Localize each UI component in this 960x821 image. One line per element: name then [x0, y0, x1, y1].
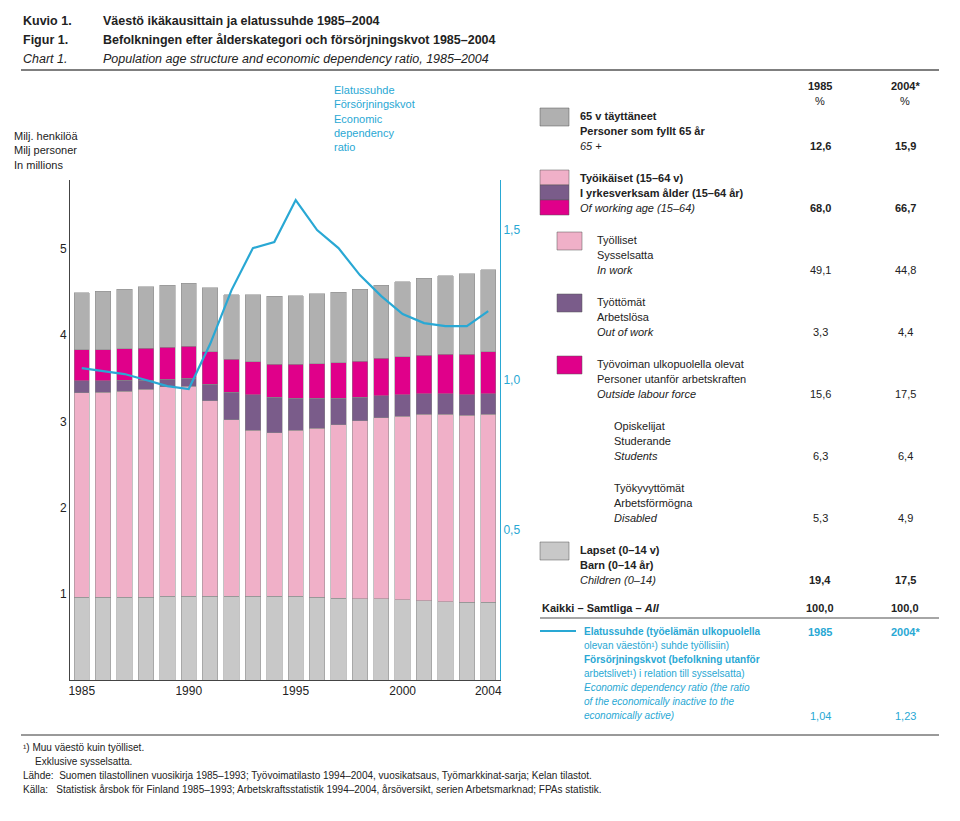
svg-text:Milj. henkilöäMilj personerIn: Milj. henkilöäMilj personerIn millions: [14, 130, 78, 171]
svg-text:Disabled: Disabled: [614, 512, 658, 524]
svg-text:1985: 1985: [808, 626, 832, 638]
svg-text:Studerande: Studerande: [614, 435, 671, 447]
svg-text:arbetslivet¹) i relation till: arbetslivet¹) i relation till sysselsatt…: [584, 668, 745, 679]
svg-text:Kuvio 1.: Kuvio 1.: [23, 14, 72, 28]
svg-text:4,9: 4,9: [898, 512, 913, 524]
svg-text:Källa: Statistisk årsbok för: Källa: Statistisk årsbok för Finland 198…: [23, 784, 601, 795]
svg-text:Exklusive sysselsatta.: Exklusive sysselsatta.: [35, 756, 132, 767]
svg-text:1985: 1985: [68, 684, 95, 698]
svg-text:1,0: 1,0: [503, 373, 520, 387]
svg-text:Työkyvyttömät: Työkyvyttömät: [614, 482, 684, 494]
svg-text:Personer som fyllt 65 år: Personer som fyllt 65 år: [580, 125, 705, 137]
svg-text:Barn (0–14 år): Barn (0–14 år): [580, 559, 654, 571]
svg-text:2: 2: [60, 501, 67, 515]
svg-text:Lähde: Suomen tilastollinen v: Lähde: Suomen tilastollinen vuosikirja 1…: [23, 770, 592, 781]
svg-text:3,3: 3,3: [813, 326, 828, 338]
svg-text:12,6: 12,6: [810, 140, 831, 152]
svg-text:Arbetslösa: Arbetslösa: [597, 311, 650, 323]
svg-text:I yrkesverksam ålder (15–64 år: I yrkesverksam ålder (15–64 år): [580, 187, 744, 199]
svg-text:6,3: 6,3: [813, 450, 828, 462]
svg-text:1995: 1995: [282, 684, 309, 698]
svg-text:Työlliset: Työlliset: [597, 234, 637, 246]
svg-text:ElatussuhdeFörsörjningskvotEco: ElatussuhdeFörsörjningskvotEconomicdepen…: [334, 84, 415, 153]
svg-text:Försörjningskvot (befolkning u: Försörjningskvot (befolkning utanför: [584, 654, 760, 665]
svg-text:Työikäiset (15–64 v): Työikäiset (15–64 v): [580, 172, 683, 184]
svg-text:%: %: [815, 95, 825, 107]
svg-text:Elatussuhde (työelämän ulkopuo: Elatussuhde (työelämän ulkopuolella: [584, 626, 761, 637]
svg-text:%: %: [900, 95, 910, 107]
svg-text:15,6: 15,6: [810, 388, 831, 400]
svg-text:Arbetsförmögna: Arbetsförmögna: [614, 497, 693, 509]
svg-text:2000: 2000: [389, 684, 416, 698]
svg-text:Outside labour force: Outside labour force: [597, 388, 696, 400]
svg-text:5: 5: [60, 242, 67, 256]
svg-text:Opiskelijat: Opiskelijat: [614, 420, 665, 432]
svg-text:Väestö ikäkausittain ja elatus: Väestö ikäkausittain ja elatussuhde 1985…: [103, 14, 380, 28]
svg-text:Chart 1.: Chart 1.: [23, 52, 67, 66]
svg-text:17,5: 17,5: [895, 574, 916, 586]
svg-text:Population age structure and e: Population age structure and economic de…: [103, 52, 489, 66]
svg-text:2004*: 2004*: [891, 80, 920, 92]
svg-text:¹) Muu väestö kuin työlliset.: ¹) Muu väestö kuin työlliset.: [23, 742, 144, 753]
svg-text:Sysselsatta: Sysselsatta: [597, 249, 654, 261]
svg-text:65 +: 65 +: [580, 140, 602, 152]
svg-text:In work: In work: [597, 264, 633, 276]
svg-text:2004*: 2004*: [891, 626, 920, 638]
svg-text:17,5: 17,5: [895, 388, 916, 400]
svg-text:100,0: 100,0: [806, 602, 834, 614]
svg-text:Economic dependency ratio (the: Economic dependency ratio (the ratio: [584, 682, 750, 693]
svg-text:15,9: 15,9: [895, 140, 916, 152]
svg-text:Out of work: Out of work: [597, 326, 654, 338]
svg-text:olevan väestön¹) suhde työllis: olevan väestön¹) suhde työllisiin): [584, 640, 729, 651]
svg-text:Of working age (15–64): Of working age (15–64): [580, 202, 695, 214]
svg-text:3: 3: [60, 415, 67, 429]
svg-text:5,3: 5,3: [813, 512, 828, 524]
svg-text:1985: 1985: [808, 80, 832, 92]
svg-text:49,1: 49,1: [810, 264, 831, 276]
svg-text:Students: Students: [614, 450, 658, 462]
svg-text:19,4: 19,4: [809, 574, 831, 586]
svg-text:0,5: 0,5: [503, 523, 520, 537]
svg-text:Figur 1.: Figur 1.: [23, 33, 68, 47]
svg-text:Lapset (0–14 v): Lapset (0–14 v): [580, 544, 660, 556]
svg-text:4: 4: [60, 328, 67, 342]
svg-text:Befolkningen efter ålderskateg: Befolkningen efter ålderskategori och fö…: [103, 33, 496, 47]
svg-text:Personer utanför arbetskraften: Personer utanför arbetskraften: [597, 373, 746, 385]
svg-text:of the economically inactive t: of the economically inactive to the: [584, 696, 735, 707]
svg-text:1,04: 1,04: [810, 710, 831, 722]
svg-text:Children (0–14): Children (0–14): [580, 574, 656, 586]
svg-text:1990: 1990: [175, 684, 202, 698]
svg-text:1,23: 1,23: [895, 710, 916, 722]
svg-text:65 v täyttäneet: 65 v täyttäneet: [580, 110, 657, 122]
svg-text:Työttömät: Työttömät: [597, 296, 645, 308]
svg-text:economically active): economically active): [584, 710, 674, 721]
svg-text:Kaikki – Samtliga – All: Kaikki – Samtliga – All: [542, 602, 660, 614]
svg-text:2004: 2004: [475, 684, 502, 698]
svg-text:1,5: 1,5: [503, 223, 520, 237]
svg-text:4,4: 4,4: [898, 326, 913, 338]
svg-text:44,8: 44,8: [895, 264, 916, 276]
svg-text:6,4: 6,4: [898, 450, 913, 462]
svg-text:66,7: 66,7: [895, 202, 916, 214]
svg-text:68,0: 68,0: [810, 202, 831, 214]
svg-text:Työvoiman ulkopuolella olevat: Työvoiman ulkopuolella olevat: [597, 358, 744, 370]
svg-text:100,0: 100,0: [891, 602, 919, 614]
svg-text:1: 1: [60, 587, 67, 601]
